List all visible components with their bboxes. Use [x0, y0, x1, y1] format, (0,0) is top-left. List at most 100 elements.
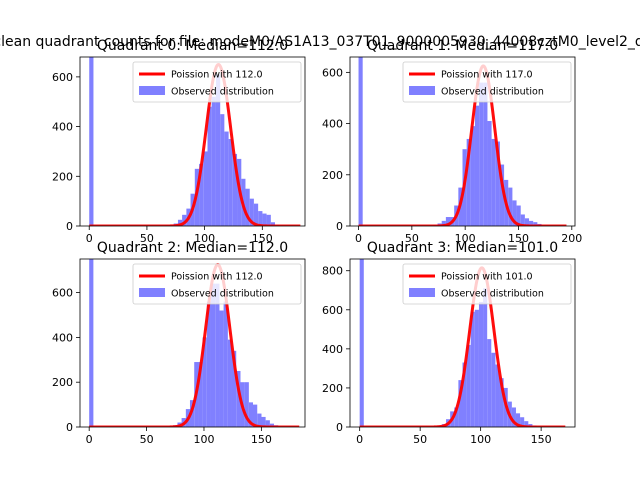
histogram-bar	[483, 82, 488, 226]
histogram-bar	[249, 198, 254, 226]
legend-box	[132, 61, 302, 103]
histogram-bar	[359, 259, 364, 427]
histogram-bar	[244, 382, 249, 427]
subplot-quadrant-1: 0 50 100 150 200 0 200 400 600 Quadrant 1: Median…	[322, 38, 582, 245]
histogram-bar	[478, 301, 484, 427]
histogram-bar	[219, 310, 224, 427]
histogram-bar	[533, 222, 538, 226]
y-tick-label: 600	[322, 304, 343, 317]
x-tick-label: 200	[561, 232, 582, 245]
histogram-bar	[207, 106, 212, 226]
histogram-bar	[466, 138, 471, 226]
legend-patch-swatch	[409, 288, 435, 297]
y-tick-label: 600	[52, 71, 73, 84]
x-tick-label: 0	[86, 433, 93, 446]
x-tick-label: 150	[252, 232, 273, 245]
x-tick-label: 0	[356, 433, 363, 446]
figure-suptitle: Histogram of clean quadrant counts for f…	[0, 34, 640, 50]
histogram-bar	[203, 151, 208, 226]
histogram-bar	[269, 423, 275, 427]
histogram-bar	[474, 309, 479, 427]
x-tick-label: 50	[140, 433, 154, 446]
y-tick-label: 0	[66, 421, 73, 434]
x-tick-label: 100	[193, 433, 214, 446]
legend-label-poisson: Poission with 112.0	[171, 272, 263, 283]
plot-area	[357, 57, 568, 226]
subplot-title: Quadrant 2: Median=112.0	[97, 240, 288, 256]
legend-label-poisson: Poission with 117.0	[441, 70, 533, 81]
histogram-bar	[524, 218, 530, 226]
histogram-bar	[198, 362, 203, 427]
histogram-bar	[491, 138, 496, 226]
legend: Poission with 112.0 Observed distribution	[132, 61, 302, 103]
y-tick-label: 800	[322, 265, 343, 278]
histogram-bar	[520, 214, 525, 226]
histogram-bar	[220, 114, 225, 226]
histogram-bar	[206, 301, 211, 427]
histogram-bar	[210, 283, 216, 427]
legend-label-observed: Observed distribution	[171, 289, 274, 300]
x-tick-label: 150	[251, 433, 272, 446]
histogram-bar	[245, 188, 250, 226]
histogram-bar	[270, 222, 275, 226]
legend-label-observed: Observed distribution	[441, 289, 544, 300]
x-tick-label: 100	[194, 232, 215, 245]
x-tick-label: 0	[86, 232, 93, 245]
histogram-bar	[182, 214, 187, 226]
histogram-bar	[224, 131, 229, 226]
x-tick-label: 150	[508, 232, 529, 245]
histogram-bar	[462, 362, 467, 427]
legend-label-observed: Observed distribution	[441, 87, 544, 98]
histogram-bar	[487, 121, 492, 226]
histogram-bar	[512, 200, 517, 226]
histogram-bar	[445, 217, 451, 226]
axes-frame	[349, 56, 576, 227]
y-tick-label: 600	[52, 287, 73, 300]
histogram-bar	[470, 311, 475, 427]
histogram-bar	[257, 413, 262, 427]
histogram-bar	[261, 416, 266, 427]
histogram-bar	[458, 380, 463, 427]
x-tick-label: 0	[355, 232, 362, 245]
histogram-bar	[499, 164, 505, 226]
y-tick-label: 600	[322, 66, 343, 79]
subplot-title: Quadrant 0: Median=112.0	[97, 38, 288, 54]
histogram-bar	[515, 413, 521, 427]
legend: Poission with 112.0 Observed distribution	[132, 263, 302, 305]
histogram-bar	[516, 205, 521, 226]
y-tick-label: 400	[52, 331, 73, 344]
histogram-bar	[466, 344, 471, 427]
histogram-bar	[520, 417, 525, 427]
subplot-title: Quadrant 3: Median=101.0	[367, 240, 558, 256]
histogram-bar	[529, 220, 534, 226]
legend-patch-swatch	[139, 288, 165, 297]
x-tick-label: 50	[405, 232, 419, 245]
legend: Poission with 101.0 Observed distribution	[402, 263, 572, 305]
legend-label-observed: Observed distribution	[171, 87, 274, 98]
histogram-bar	[89, 57, 94, 226]
histogram-bar	[470, 126, 475, 226]
histogram-bar	[479, 82, 484, 226]
histogram-bar	[199, 163, 204, 226]
histogram-bar	[227, 339, 232, 427]
legend-box	[402, 263, 572, 305]
histogram-bar	[232, 153, 238, 226]
histogram-bar	[266, 214, 271, 226]
histogram-bar	[223, 301, 228, 427]
legend-patch-swatch	[139, 86, 165, 95]
y-tick-label: 400	[52, 121, 73, 134]
y-tick-label: 200	[52, 170, 73, 183]
histogram-bar	[495, 141, 500, 226]
y-tick-label: 200	[322, 382, 343, 395]
histogram-bar	[177, 219, 183, 226]
y-tick-label: 200	[52, 376, 73, 389]
legend-label-poisson: Poission with 101.0	[441, 272, 533, 283]
legend-patch-swatch	[409, 86, 435, 95]
subplot-grid: 0 50 100 150 0 200 400 600 Quadrant 0: Median=11…	[52, 38, 582, 446]
histogram-bar	[483, 288, 488, 427]
histogram-bar	[252, 404, 258, 427]
histogram-bar	[248, 402, 253, 427]
x-tick-label: 100	[455, 232, 476, 245]
histogram-bar	[474, 105, 480, 226]
